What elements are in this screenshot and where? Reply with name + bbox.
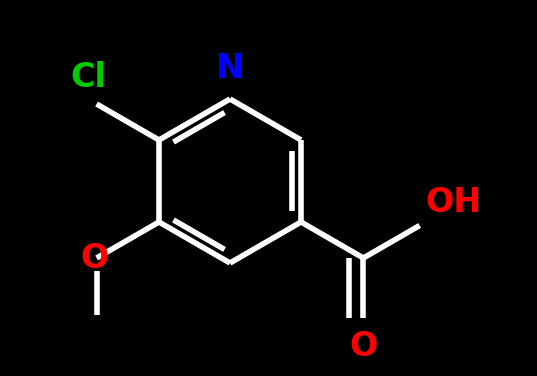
Text: N: N — [216, 52, 244, 85]
Text: O: O — [349, 330, 378, 363]
Text: O: O — [81, 241, 109, 274]
Text: OH: OH — [426, 186, 482, 220]
Text: Cl: Cl — [71, 61, 106, 94]
